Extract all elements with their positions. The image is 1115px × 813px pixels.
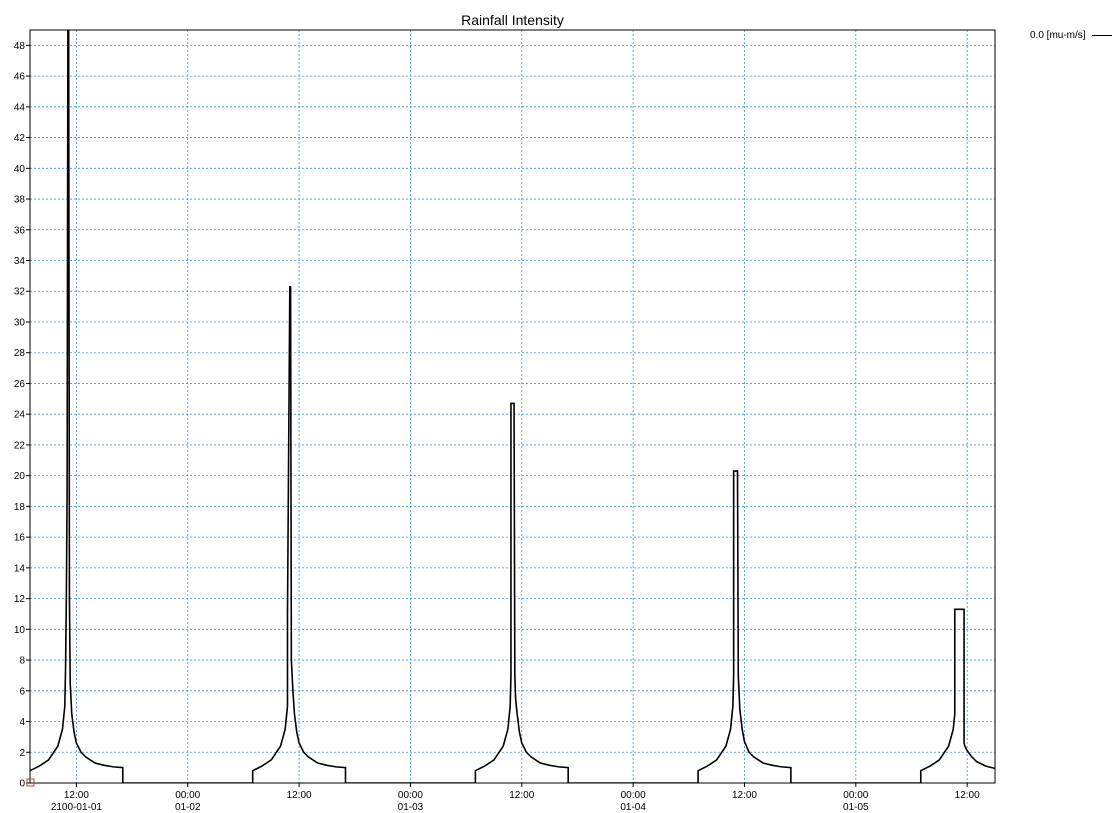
y-tick-label: 36 (14, 225, 26, 236)
legend-series-swatch (1092, 35, 1112, 36)
series-layer (30, 30, 995, 783)
y-tick-label: 34 (14, 256, 26, 267)
y-tick-label: 32 (14, 287, 26, 298)
y-tick-label: 4 (19, 717, 25, 728)
y-tick-label: 40 (14, 164, 26, 175)
x-tick-date-label: 01-04 (620, 802, 646, 813)
x-tick-time-label: 00:00 (843, 790, 868, 801)
y-tick-label: 0 (19, 779, 25, 790)
y-tick-label: 18 (14, 502, 26, 513)
y-tick-label: 38 (14, 195, 26, 206)
y-tick-label: 12 (14, 594, 26, 605)
y-tick-label: 20 (14, 471, 26, 482)
y-tick-label: 8 (19, 656, 25, 667)
x-tick-date-label: 01-02 (175, 802, 201, 813)
x-tick-time-label: 00:00 (398, 790, 423, 801)
x-tick-time-label: 00:00 (621, 790, 646, 801)
x-tick-time-label: 12:00 (732, 790, 757, 801)
x-tick-time-label: 12:00 (955, 790, 980, 801)
y-tick-label: 22 (14, 440, 26, 451)
y-axis-ticks: 0246810121416182022242628303234363840424… (14, 41, 30, 790)
series-line-0 (30, 30, 995, 783)
x-tick-time-label: 00:00 (175, 790, 200, 801)
grid-lines (30, 30, 995, 783)
y-tick-label: 30 (14, 317, 26, 328)
legend-series-label: 0.0 [mu-m/s] (1030, 30, 1086, 41)
y-tick-label: 26 (14, 379, 26, 390)
y-tick-label: 16 (14, 533, 26, 544)
y-tick-label: 28 (14, 348, 26, 359)
plot-area-frame (30, 30, 995, 783)
y-tick-label: 6 (19, 686, 25, 697)
y-tick-label: 24 (14, 410, 26, 421)
x-tick-time-label: 12:00 (287, 790, 312, 801)
chart-legend: 0.0 [mu-m/s] (1030, 30, 1112, 41)
y-tick-label: 2 (19, 748, 25, 759)
x-tick-date-label: 01-05 (843, 802, 869, 813)
x-tick-date-label: 01-03 (398, 802, 424, 813)
y-tick-label: 14 (14, 563, 26, 574)
y-tick-label: 42 (14, 133, 26, 144)
y-tick-label: 48 (14, 41, 26, 52)
y-tick-label: 46 (14, 72, 26, 83)
x-tick-time-label: 12:00 (64, 790, 89, 801)
x-tick-date-label: 2100-01-01 (51, 802, 103, 813)
y-tick-label: 44 (14, 102, 26, 113)
x-tick-time-label: 12:00 (509, 790, 534, 801)
y-tick-label: 10 (14, 625, 26, 636)
